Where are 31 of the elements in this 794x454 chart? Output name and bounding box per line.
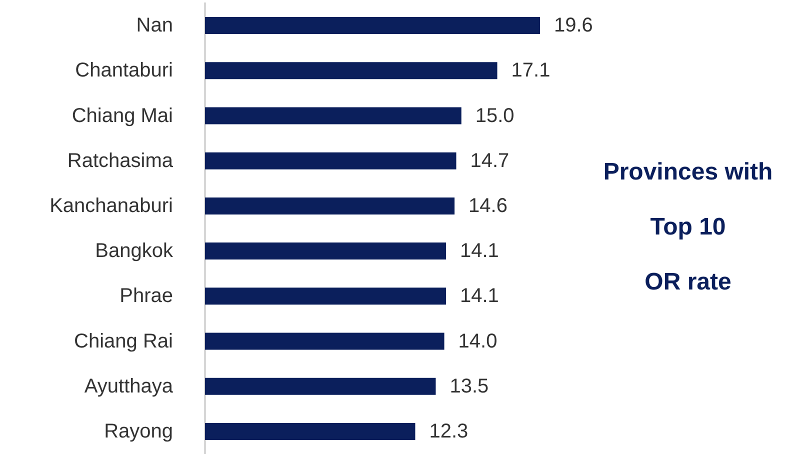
bar [205,378,436,395]
y-tick-label: Nan [136,14,173,37]
data-label: 12.3 [429,420,468,442]
bar [205,197,455,214]
data-label: 14.1 [460,285,499,308]
y-tick-label: Chiang Mai [72,104,173,127]
data-label: 19.6 [554,14,593,37]
y-tick-label: Ayutthaya [84,375,174,398]
data-label: 14.0 [458,330,498,352]
bar [205,288,446,305]
data-label: 14.7 [470,150,510,172]
y-tick-label: Bangkok [95,240,174,262]
y-tick-label: Chiang Rai [74,330,173,352]
data-label: 13.5 [450,375,489,398]
y-tick-label: Chantaburi [75,60,173,82]
y-tick-label: Kanchanaburi [50,194,173,217]
bar [205,152,456,170]
bar [205,107,462,124]
y-tick-label: Ratchasima [67,150,174,172]
y-tick-label: Rayong [104,420,173,442]
bar [205,17,540,34]
data-label: 14.6 [468,194,508,217]
bar [205,62,498,80]
bar [205,332,444,350]
data-label: 14.1 [460,240,499,262]
text: Provinces with Top 10 OR rate [603,158,773,296]
data-label: 17.1 [511,60,550,82]
y-tick-label: Phrae [120,285,173,308]
data-label: 15.0 [475,104,514,127]
bar [205,422,416,440]
bar [205,242,446,260]
